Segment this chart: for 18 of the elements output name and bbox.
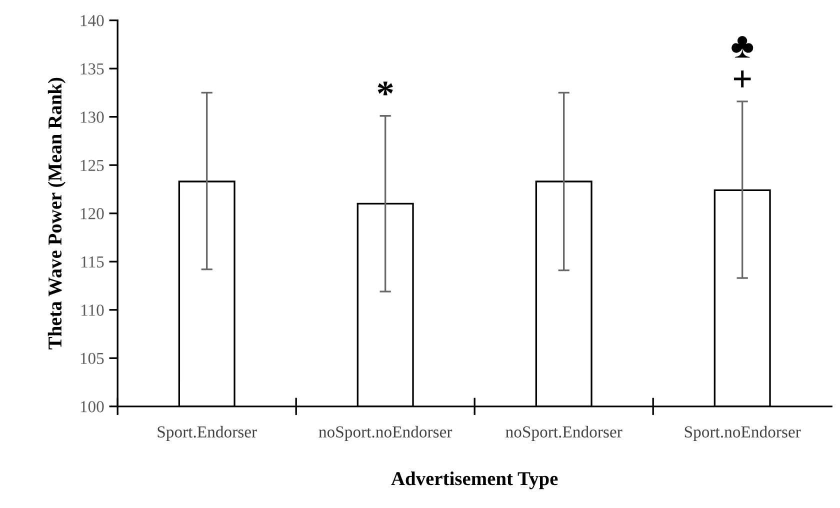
y-tick-label: 100 bbox=[80, 401, 104, 412]
y-tick-label: 115 bbox=[81, 256, 104, 268]
y-tick-label: 140 bbox=[80, 15, 104, 26]
x-tick-label: noSport.Endorser bbox=[506, 426, 622, 441]
y-tick-label: 125 bbox=[80, 160, 104, 172]
y-tick-label: 110 bbox=[81, 304, 104, 316]
annotation: + bbox=[734, 70, 751, 88]
x-tick-label: Sport.noEndorser bbox=[684, 426, 801, 441]
y-tick-label: 105 bbox=[80, 352, 104, 364]
x-axis-title: Advertisement Type bbox=[391, 472, 558, 490]
y-tick-label: 130 bbox=[80, 112, 104, 123]
y-axis-title: Theta Wave Power (Mean Rank) bbox=[48, 78, 66, 350]
y-tick-label: 135 bbox=[80, 63, 104, 75]
y-tick-label: 120 bbox=[80, 208, 104, 220]
x-tick-label: noSport.noEndorser bbox=[318, 426, 452, 441]
annotation: * bbox=[378, 82, 393, 96]
x-tick-label: Sport.Endorser bbox=[158, 426, 257, 441]
annotation: ♣ bbox=[732, 36, 754, 58]
